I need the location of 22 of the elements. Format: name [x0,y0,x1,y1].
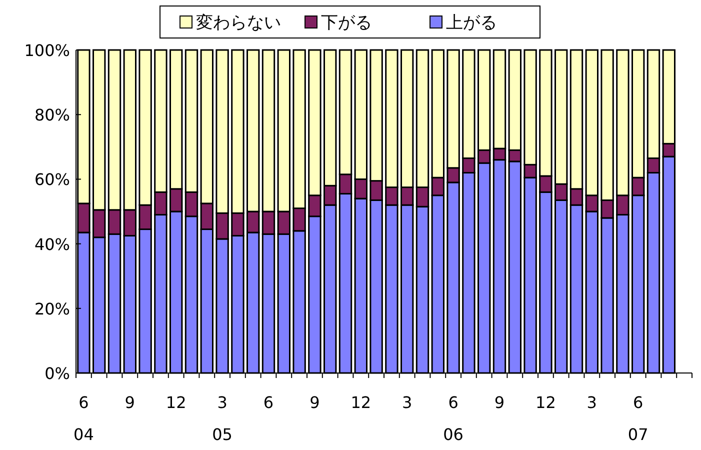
x-tick-label: 9 [124,393,135,412]
y-tick-label: 80% [34,106,70,125]
y-tick-label: 40% [34,234,70,254]
x-tick-label: 3 05 [212,393,232,444]
x-tick-label: 12 [536,393,556,412]
x-tick-label: 12 [350,393,372,412]
x-tick-label: 6 [263,393,274,412]
x-tick-label: 6 04 [74,393,94,444]
y-tick-label: 0% [44,364,70,383]
legend-label: 変わらない [196,13,281,33]
x-tick-label: 6 07 [628,393,648,444]
x-tick-label: 6 06 [443,393,464,444]
x-tick-label: 9 [494,393,505,412]
legend-label: 下がる [321,13,372,33]
x-tick-label: 12 [166,393,186,412]
y-tick-label: 20% [34,299,70,318]
y-tick-label: 100% [24,41,70,60]
x-tick-label: 3 [402,393,412,412]
x-tick-label: 3 [586,393,597,412]
x-tick-label: 9 [310,393,320,412]
legend-label: 上がる [446,13,497,33]
y-tick-label: 60% [34,170,70,190]
